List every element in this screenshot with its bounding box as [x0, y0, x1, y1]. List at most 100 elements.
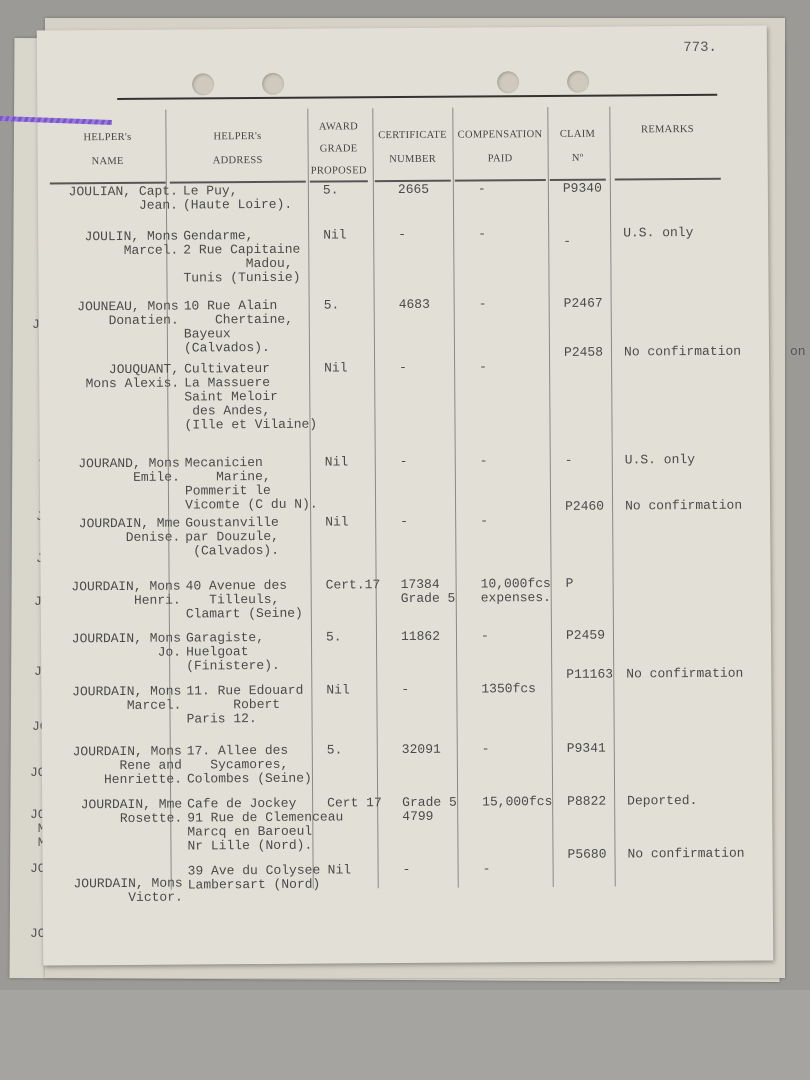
header-underline	[454, 179, 546, 182]
cell-award: 5.	[326, 742, 343, 758]
column-header-certificate: CERTIFICATE NUMBER	[378, 129, 447, 166]
cell-award: Nil	[323, 227, 347, 243]
cell-award: Cert.17	[325, 577, 381, 593]
cell-address: 17. Allee des Sycamores, Colombes (Seine…	[186, 742, 312, 787]
cell-name: JOURDAIN, Mons Victor.	[73, 875, 183, 905]
cell-compensation: -	[480, 628, 489, 644]
cell-claim: P2458	[563, 344, 604, 360]
header-rule	[117, 93, 718, 100]
cell-compensation: -	[481, 741, 490, 757]
column-header-claim: CLAIM Nº	[559, 128, 596, 164]
cell-address: Le Puy, (Haute Loire).	[182, 183, 293, 213]
cell-certificate: Grade 5 4799	[402, 794, 457, 825]
cell-compensation: -	[478, 296, 487, 312]
cell-award: Cert 17	[327, 795, 382, 811]
cell-name: JOURDAIN, Mons Rene and Henriette.	[72, 743, 183, 788]
cell-award: Nil	[324, 360, 348, 376]
cell-name: JOULIAN, Capt. Jean.	[68, 183, 179, 213]
cell-address: Garagiste, Huelgoat (Finistere).	[185, 629, 280, 674]
cell-address: 10 Rue Alain Chertaine, Bayeux (Calvados…	[183, 297, 294, 356]
cell-remarks: No confirmation	[623, 343, 742, 360]
cell-certificate: 4683	[398, 296, 430, 313]
punch-hole	[567, 70, 590, 93]
cell-certificate: 32091	[401, 741, 441, 758]
cell-compensation: 10,000fcs expenses.	[480, 575, 551, 606]
punch-hole	[497, 71, 520, 94]
header-underline	[614, 177, 721, 181]
cell-compensation: 15,000fcs	[482, 793, 553, 810]
underlying-page-text: on	[790, 344, 806, 359]
cell-address: Cafe de Jockey 91 Rue de Clemenceau Marc…	[187, 795, 344, 854]
column-header-compensation: COMPENSATION PAID	[457, 129, 543, 165]
cell-remarks: No confirmation	[626, 665, 744, 682]
underlying-page-text: J	[32, 317, 40, 332]
column-divider	[452, 107, 459, 888]
cell-name: JOURDAIN, Mons Jo.	[71, 630, 182, 660]
cell-address: Gendarme, 2 Rue Capitaine Madou, Tunis (…	[183, 228, 301, 286]
cell-address: 11. Rue Edouard Robert Paris 12.	[186, 682, 304, 727]
column-header-remarks: REMARKS	[640, 123, 694, 136]
cell-certificate: -	[402, 861, 411, 878]
cell-certificate: 11862	[400, 628, 441, 645]
cell-claim: P2467	[563, 295, 603, 311]
cell-claim: P8822	[567, 793, 607, 809]
cell-remarks: No confirmation	[627, 845, 745, 862]
cell-remarks	[626, 575, 776, 576]
cell-certificate: -	[399, 359, 407, 376]
column-header-address: HELPER's ADDRESS	[212, 130, 263, 167]
cell-claim: P5680	[567, 846, 607, 862]
cell-award: 5.	[325, 629, 342, 645]
cell-claim: -	[564, 452, 573, 468]
table-surface	[0, 990, 810, 1080]
cell-remarks	[623, 180, 773, 181]
cell-remarks: U.S. only	[623, 224, 694, 241]
column-header-award: AWARD GRADE PROPOSED	[310, 121, 367, 177]
column-divider	[372, 108, 379, 889]
cell-claim: P2460	[565, 498, 605, 514]
punch-hole	[262, 72, 285, 95]
page-number: 773.	[683, 39, 717, 57]
cell-address: Cultivateur La Massuere Saint Meloir des…	[184, 360, 318, 433]
cell-award: Nil	[327, 862, 352, 878]
cell-claim: P9341	[566, 740, 606, 756]
cell-award: Nil	[326, 682, 350, 698]
cell-award: 5.	[322, 182, 339, 198]
cell-certificate: -	[398, 226, 407, 243]
column-divider	[609, 106, 616, 887]
cell-certificate: -	[401, 681, 410, 698]
document-page: 773. HELPER's NAME HELPER's ADDRESS AWARD …	[36, 25, 777, 966]
cell-remarks	[627, 740, 777, 741]
cell-award: Nil	[325, 514, 349, 530]
cell-remarks: U.S. only	[624, 451, 696, 468]
cell-address: Mecanicien Marine, Pommerit le Vicomte (…	[184, 454, 318, 513]
cell-claim: -	[563, 233, 572, 249]
cell-certificate: 17384 Grade 5	[400, 576, 456, 607]
cell-certificate: 2665	[397, 181, 430, 198]
cell-remarks	[626, 627, 776, 628]
punch-hole	[192, 73, 215, 96]
cell-compensation: -	[479, 453, 488, 469]
cell-certificate: -	[400, 513, 409, 530]
cell-name: JOURDAIN, Mme Rosette.	[80, 796, 183, 826]
cell-award: Nil	[324, 454, 349, 470]
cell-award: 5.	[323, 297, 340, 313]
cell-name: JOURDAIN, Mme Denise.	[78, 515, 181, 545]
cell-name: JOUNEAU, Mons Donatien.	[77, 298, 179, 329]
cell-address: 39 Ave du Colysee Lambersart (Nord)	[187, 862, 321, 893]
cell-name: JOURDAIN, Mons Henri.	[71, 578, 181, 608]
cell-compensation: -	[477, 181, 486, 197]
cell-claim: P2459	[565, 627, 606, 643]
cell-claim: P9340	[562, 180, 602, 196]
cell-claim: P11163	[566, 666, 614, 682]
cell-compensation: -	[478, 226, 487, 242]
cell-name: JOULIN, Mons Marcel.	[84, 228, 179, 258]
cell-name: JOUQUANT, Mons Alexis.	[85, 361, 180, 392]
cell-name: JOURDAIN, Mons Marcel.	[72, 683, 182, 713]
column-divider	[547, 106, 554, 887]
cell-compensation: -	[482, 861, 491, 877]
cell-certificate: -	[399, 453, 408, 470]
cell-compensation: -	[480, 513, 489, 529]
column-header-name: HELPER's NAME	[83, 131, 132, 168]
cell-remarks: No confirmation	[625, 497, 743, 514]
cell-claim: P	[565, 575, 574, 591]
